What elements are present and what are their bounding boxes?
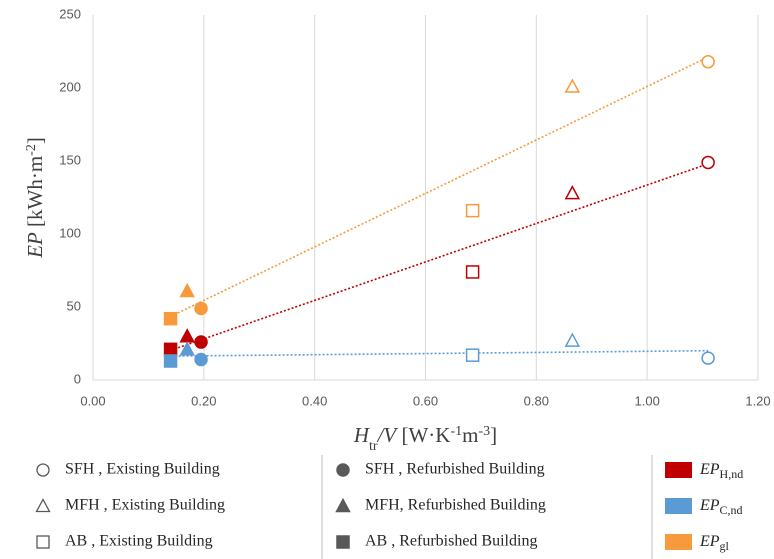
x-tick-label: 0.00 xyxy=(80,393,105,408)
axis-label-part: /V xyxy=(377,423,399,447)
x-tick-label: 1.00 xyxy=(635,393,660,408)
legend-label: EPC,nd xyxy=(699,497,743,517)
point xyxy=(194,352,208,367)
legend-marker xyxy=(35,498,51,513)
point xyxy=(163,342,178,357)
y-tick-label: 100 xyxy=(59,225,81,240)
axis-label-part: [kWh·m xyxy=(23,156,47,232)
y-tick-label: 200 xyxy=(59,79,81,94)
axis-label-part: EP xyxy=(23,232,47,259)
legend-swatch xyxy=(665,462,692,478)
y-tick-label: 250 xyxy=(59,6,81,21)
legend-name: EP xyxy=(699,533,720,550)
point xyxy=(194,335,208,349)
x-tick-label: 0.20 xyxy=(191,393,216,408)
legend-label: MFH , Existing Building xyxy=(65,497,225,514)
legend-label: AB , Existing Building xyxy=(65,533,213,550)
axis-label-part: ] xyxy=(23,137,47,144)
legend-subscript: H,nd xyxy=(720,467,744,481)
legend-label: EPgl xyxy=(699,533,730,553)
legend-marker xyxy=(335,497,351,513)
legend-name: EP xyxy=(699,497,720,514)
axis-label-part: tr xyxy=(369,439,378,454)
axis-label-part: [W·K xyxy=(396,423,450,447)
y-tick-label: 50 xyxy=(67,298,81,313)
legend-subscript: C,nd xyxy=(720,503,743,517)
legend-label: EPH,nd xyxy=(699,461,743,481)
legend-label: AB , Refurbished Building xyxy=(365,533,537,550)
axis-label-part: ] xyxy=(490,423,497,447)
point xyxy=(564,78,581,93)
legend-swatch xyxy=(665,498,692,514)
point xyxy=(564,185,581,200)
legend-marker xyxy=(36,535,50,549)
axis-label-part: -1 xyxy=(450,424,462,439)
point xyxy=(701,351,715,365)
point xyxy=(179,341,195,356)
legend-swatch xyxy=(665,534,692,550)
y-tick-label: 0 xyxy=(74,371,81,386)
x-tick-label: 0.40 xyxy=(302,393,327,408)
point xyxy=(163,354,178,368)
trendline xyxy=(170,163,709,352)
trendline xyxy=(170,56,709,318)
legend-label: MFH, Refurbished Building xyxy=(365,497,546,514)
legend-marker xyxy=(36,463,50,477)
point xyxy=(194,301,208,316)
point xyxy=(564,332,581,347)
x-axis-label: Htr/V [W·K-1m-3] xyxy=(353,423,497,454)
point xyxy=(179,328,195,343)
point xyxy=(465,348,480,362)
point xyxy=(701,54,715,69)
axis-label-part: H xyxy=(353,423,371,447)
legend-name: EP xyxy=(699,461,720,478)
y-tick-label: 150 xyxy=(59,152,81,167)
point xyxy=(163,311,178,326)
legend-marker xyxy=(336,463,350,477)
axis-label-part: m xyxy=(462,423,478,447)
x-tick-label: 1.20 xyxy=(745,393,770,408)
x-tick-label: 0.60 xyxy=(413,393,438,408)
axis-label-part: -3 xyxy=(478,424,490,439)
y-axis-label: EP [kWh·m-2] xyxy=(23,137,47,259)
point xyxy=(701,155,715,170)
point xyxy=(465,265,480,279)
axis-label-part: -2 xyxy=(24,144,39,156)
legend-label: SFH , Refurbished Building xyxy=(365,461,545,478)
trendline xyxy=(170,349,709,357)
x-tick-label: 0.80 xyxy=(524,393,549,408)
legend-label: SFH , Existing Building xyxy=(65,461,220,478)
legend-marker xyxy=(336,535,350,549)
point xyxy=(179,282,195,298)
point xyxy=(465,203,480,218)
legend-subscript: gl xyxy=(720,539,730,553)
